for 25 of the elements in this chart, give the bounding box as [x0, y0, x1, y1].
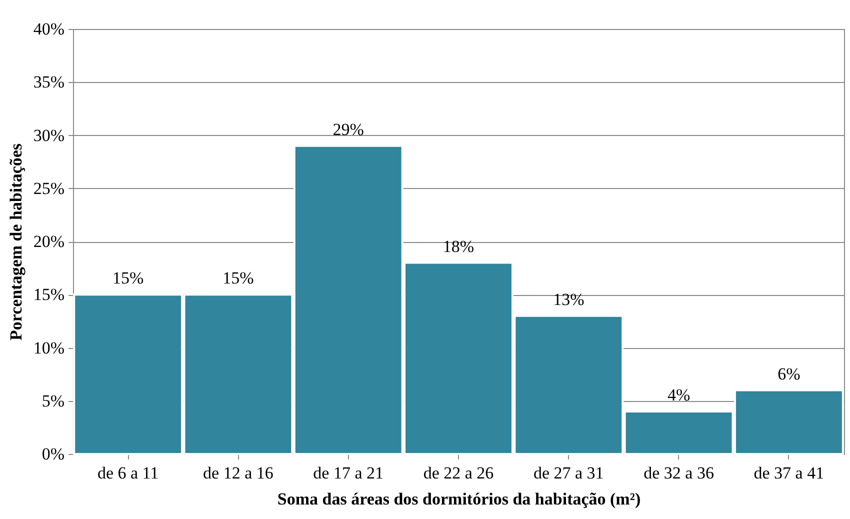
- x-tick-label: de 22 a 26: [423, 464, 494, 482]
- y-tick-label: 40%: [33, 20, 64, 38]
- data-label: 15%: [112, 268, 144, 288]
- y-tick-label: 25%: [33, 178, 64, 198]
- y-tick-label: 30%: [33, 126, 64, 145]
- x-tick-label: de 32 a 36: [644, 464, 714, 482]
- y-tick-label: 15%: [33, 285, 64, 304]
- x-tick-label: de 27 a 31: [533, 464, 604, 482]
- x-tick-label: de 12 a 16: [203, 464, 274, 482]
- data-label: 4%: [667, 386, 690, 404]
- y-tick-label: 10%: [33, 338, 64, 358]
- y-tick-label: 20%: [33, 232, 64, 251]
- data-label: 6%: [778, 364, 800, 384]
- x-tick-label: de 17 a 21: [313, 464, 384, 482]
- x-tick-label: de 37 a 41: [754, 464, 824, 482]
- y-axis-title: Porcentagem de habitações: [6, 143, 26, 341]
- data-label: 29%: [332, 120, 364, 139]
- y-tick-label: 0%: [42, 444, 64, 464]
- x-tick-label: de 6 a 11: [97, 464, 159, 482]
- x-axis-title: Soma das áreas dos dormitórios da habitação (m²): [277, 490, 641, 508]
- y-tick-label: 5%: [42, 391, 64, 410]
- data-label: 18%: [442, 236, 474, 256]
- y-tick-label: 35%: [33, 72, 64, 92]
- data-label: 13%: [553, 290, 584, 309]
- data-label: 15%: [222, 268, 254, 288]
